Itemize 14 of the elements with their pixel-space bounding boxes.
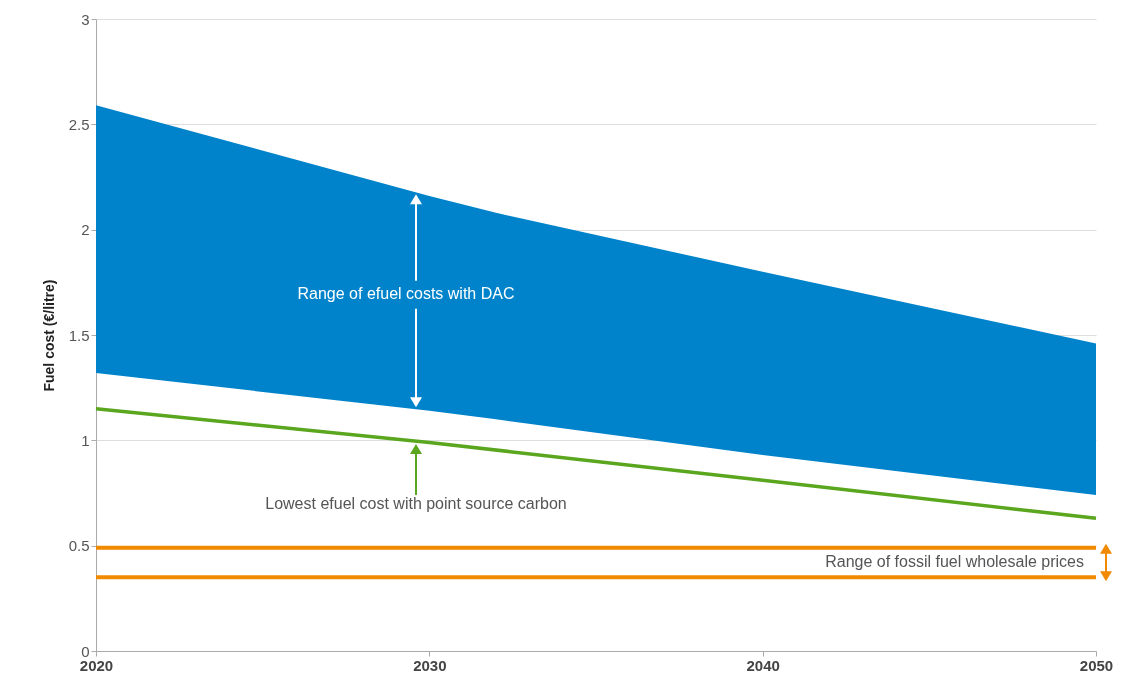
y-tick-label: 2.5: [68, 115, 90, 133]
y-axis-title: Fuel cost (€/litre): [40, 279, 57, 392]
x-tick-label: 2040: [746, 656, 780, 674]
annotation: Range of efuel costs with DAC: [297, 285, 515, 303]
y-tick-label: 1: [81, 431, 90, 449]
x-tick-label: 2050: [1079, 656, 1114, 674]
y-tick-label: 3: [81, 10, 90, 28]
annotation: Lowest efuel cost with point source carbon: [265, 495, 567, 513]
annotation: Range of fossil fuel wholesale prices: [825, 552, 1084, 570]
x-tick-label: 2030: [413, 656, 447, 674]
line-series: [94, 406, 1098, 521]
y-tick-label: 1.5: [68, 326, 90, 344]
y-tick-label: 0.5: [68, 537, 90, 555]
y-tick-label: 2: [81, 221, 90, 239]
